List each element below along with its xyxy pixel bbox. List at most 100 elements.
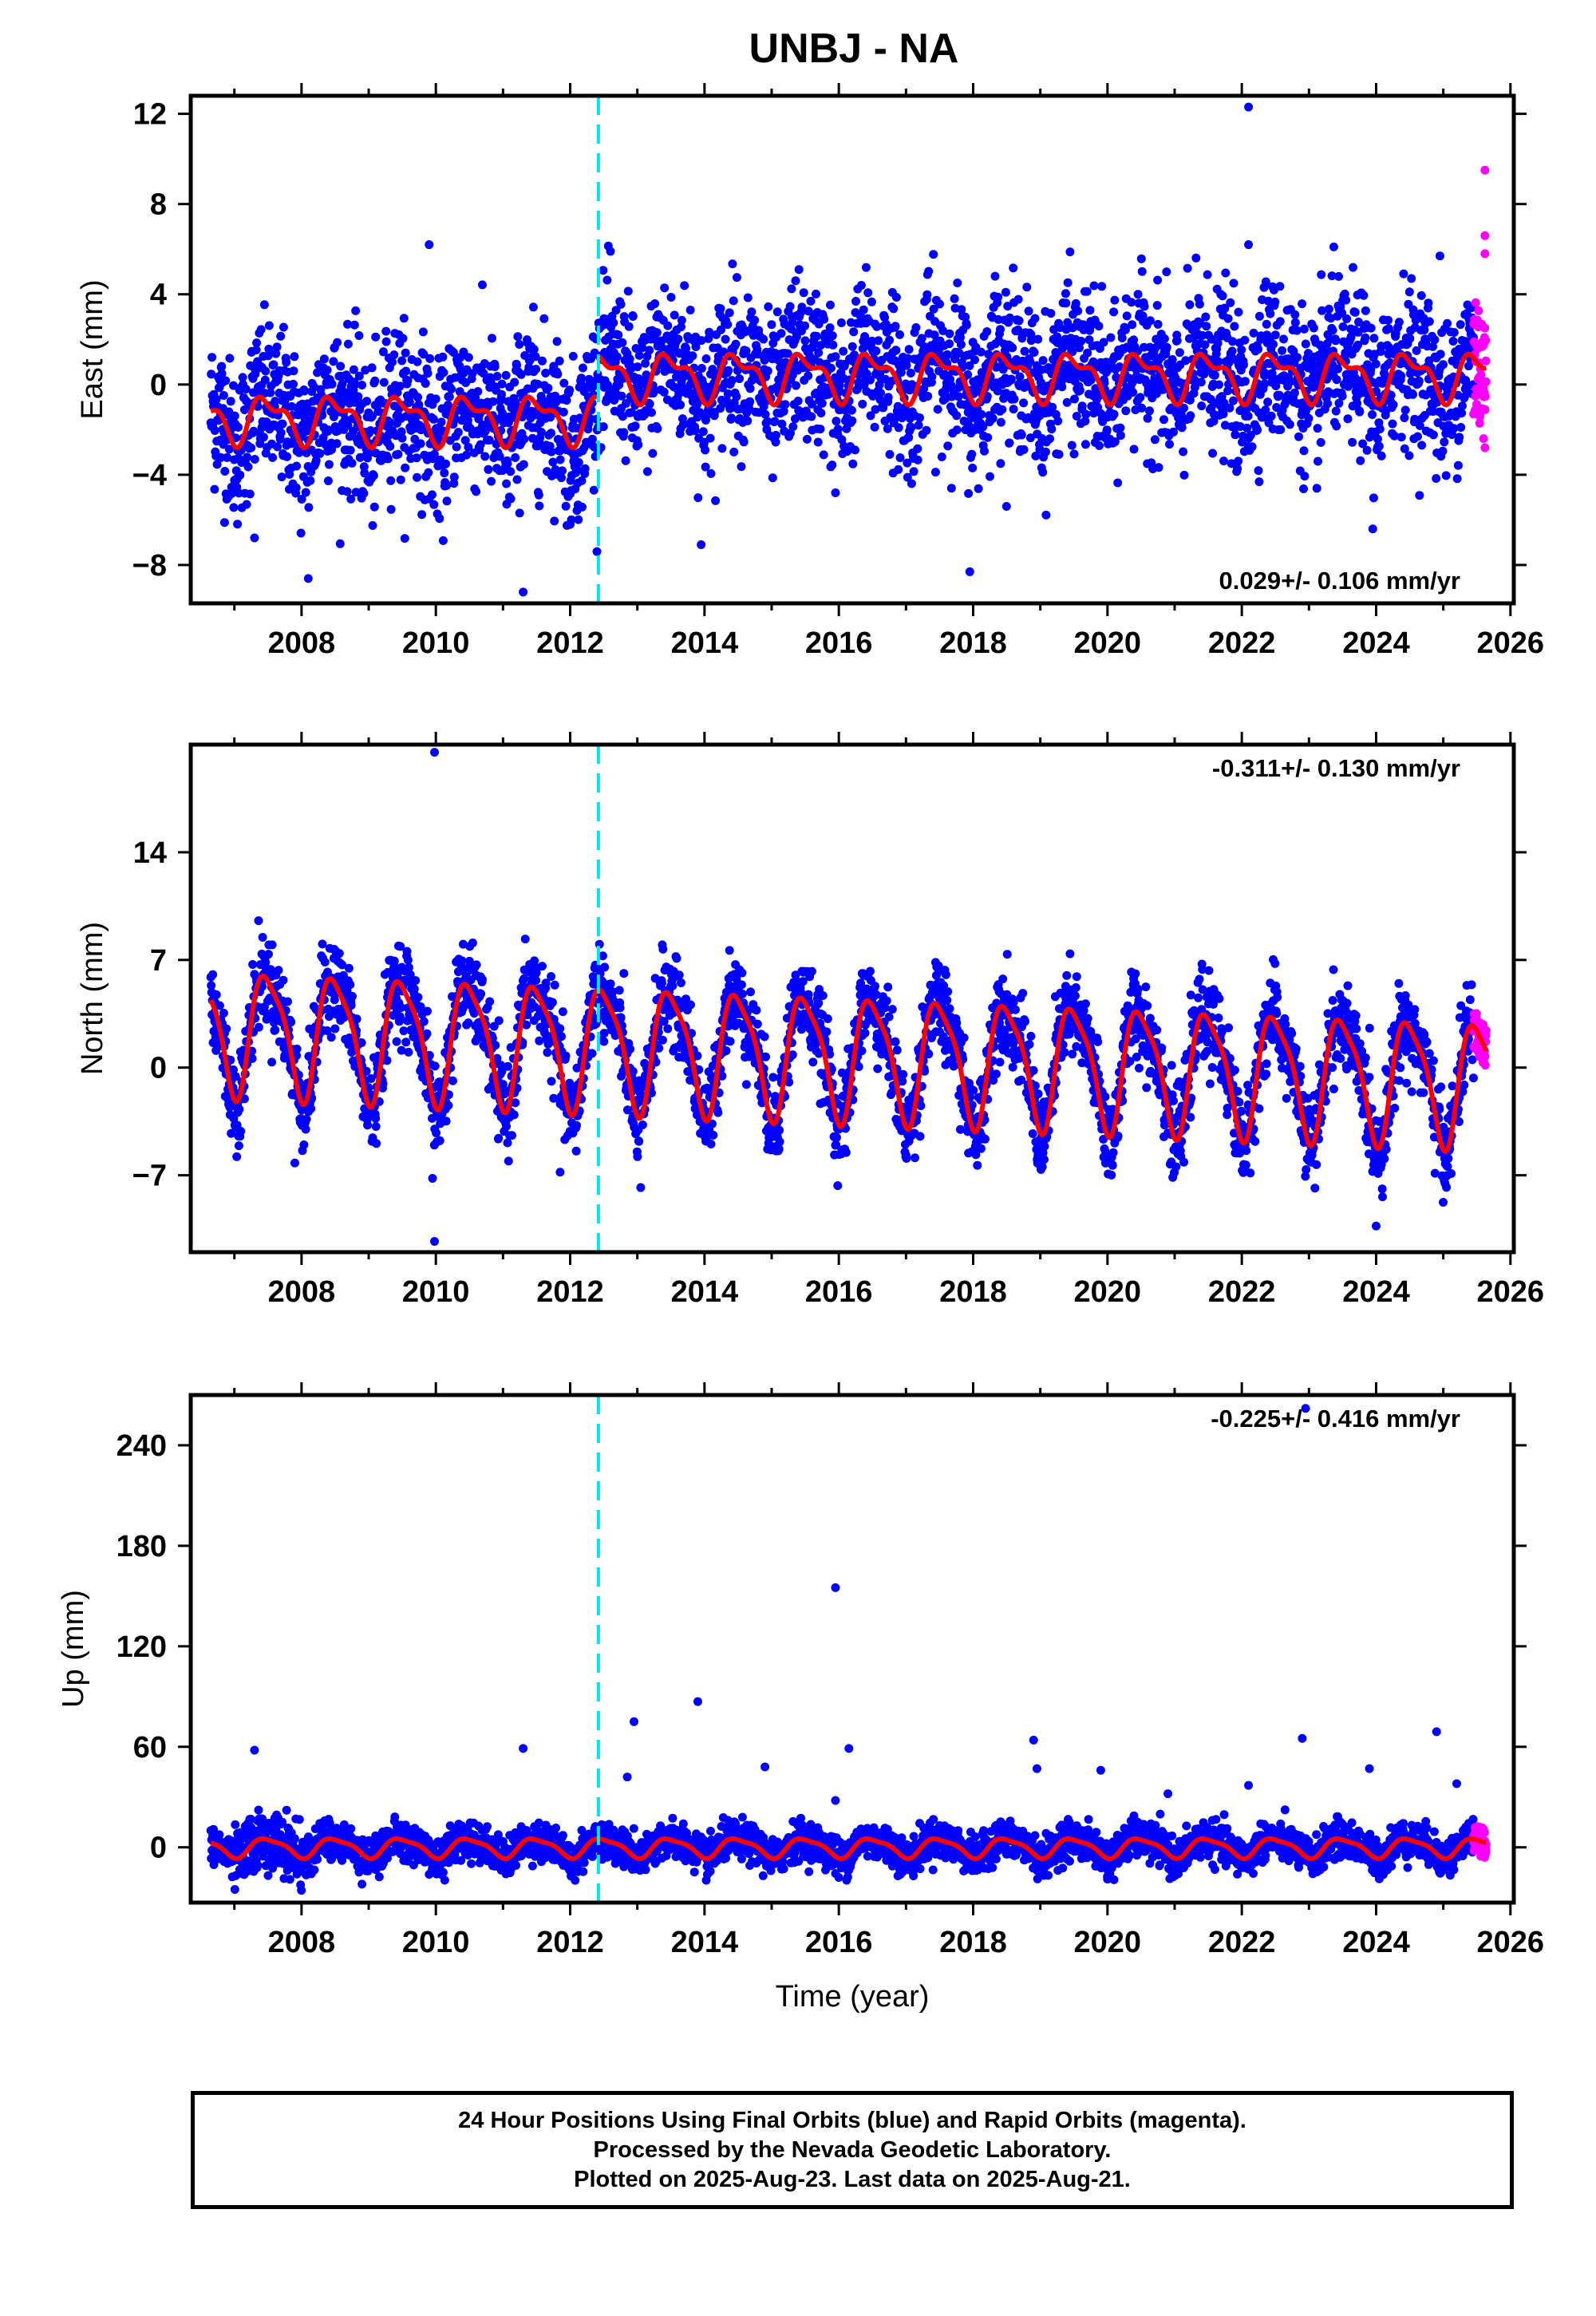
final-orbit-point xyxy=(401,348,410,358)
final-orbit-point xyxy=(330,995,339,1005)
final-orbit-point xyxy=(429,449,439,459)
final-orbit-point xyxy=(327,379,337,389)
final-orbit-point xyxy=(1144,379,1154,389)
final-orbit-point xyxy=(1405,334,1415,343)
rapid-orbit-point xyxy=(1481,356,1491,366)
outlier-point xyxy=(1480,231,1490,240)
final-orbit-point xyxy=(254,916,263,926)
x-tick-label: 2016 xyxy=(805,626,873,660)
final-orbit-point xyxy=(1270,297,1280,306)
final-orbit-point xyxy=(1009,263,1018,273)
final-orbit-point xyxy=(1242,423,1252,433)
final-orbit-point xyxy=(1285,420,1294,429)
final-orbit-point xyxy=(1369,493,1378,503)
final-orbit-point xyxy=(701,462,710,472)
final-orbit-point xyxy=(207,981,216,990)
final-orbit-point xyxy=(212,460,222,469)
final-orbit-point xyxy=(767,320,776,330)
final-orbit-point xyxy=(863,288,873,298)
final-orbit-point xyxy=(739,437,749,447)
final-orbit-point xyxy=(1179,447,1188,456)
final-orbit-point xyxy=(828,331,837,341)
final-orbit-point xyxy=(1136,254,1146,263)
final-orbit-point xyxy=(851,297,860,306)
final-orbit-point xyxy=(272,342,282,352)
final-orbit-point xyxy=(520,935,530,944)
final-orbit-point xyxy=(717,444,727,453)
final-orbit-point xyxy=(488,397,498,406)
final-orbit-point xyxy=(473,387,483,396)
final-orbit-point xyxy=(1214,357,1223,366)
final-orbit-point xyxy=(832,417,841,426)
final-orbit-point xyxy=(302,1114,311,1124)
final-orbit-point xyxy=(1019,398,1029,408)
final-orbit-point xyxy=(322,366,332,375)
final-orbit-point xyxy=(677,315,686,325)
final-orbit-point xyxy=(885,335,895,345)
final-orbit-point xyxy=(221,376,231,385)
final-orbit-point xyxy=(680,281,689,290)
final-orbit-point xyxy=(917,334,926,343)
final-orbit-point xyxy=(792,381,800,390)
final-orbit-point xyxy=(299,1140,309,1149)
final-orbit-point xyxy=(428,490,437,500)
final-orbit-point xyxy=(797,302,807,312)
final-orbit-point xyxy=(723,320,733,330)
final-orbit-point xyxy=(634,1136,644,1146)
final-orbit-point xyxy=(359,488,369,498)
final-orbit-point xyxy=(1309,323,1318,333)
final-orbit-point xyxy=(706,1140,716,1148)
final-orbit-point xyxy=(1137,267,1147,276)
y-axis-label: East (mm) xyxy=(76,279,109,419)
final-orbit-point xyxy=(1162,267,1171,277)
final-orbit-point xyxy=(650,386,659,396)
final-orbit-point xyxy=(1243,411,1253,421)
final-orbit-point xyxy=(1369,334,1379,343)
final-orbit-point xyxy=(572,1120,581,1130)
final-orbit-point xyxy=(1292,326,1302,335)
final-orbit-point xyxy=(519,434,529,444)
final-orbit-point xyxy=(497,389,506,399)
outlier-point xyxy=(965,567,974,576)
final-orbit-point xyxy=(587,434,597,444)
outlier-point xyxy=(1479,434,1488,444)
final-orbit-point xyxy=(1314,456,1322,466)
final-orbit-point xyxy=(1328,326,1337,335)
final-orbit-point xyxy=(297,495,306,504)
final-orbit-point xyxy=(764,302,773,311)
final-orbit-point xyxy=(471,393,480,403)
final-orbit-point xyxy=(1120,325,1130,334)
final-orbit-point xyxy=(1183,263,1192,273)
final-orbit-point xyxy=(980,446,989,456)
final-orbit-point xyxy=(397,433,407,443)
final-orbit-point xyxy=(382,1056,392,1065)
final-orbit-point xyxy=(676,400,685,409)
final-orbit-point xyxy=(1001,287,1010,297)
final-orbit-point xyxy=(950,294,959,303)
final-orbit-point xyxy=(1024,306,1033,316)
final-orbit-point xyxy=(224,445,234,454)
final-orbit-point xyxy=(707,1119,717,1128)
final-orbit-point xyxy=(1448,337,1458,346)
final-orbit-point xyxy=(332,439,342,449)
final-orbit-point xyxy=(1121,406,1131,416)
final-orbit-point xyxy=(807,399,816,409)
final-orbit-point xyxy=(1227,459,1236,468)
final-orbit-point xyxy=(659,1017,669,1026)
final-orbit-point xyxy=(894,423,903,433)
final-orbit-point xyxy=(479,369,488,378)
final-orbit-point xyxy=(1181,356,1191,366)
final-orbit-point xyxy=(788,422,798,432)
final-orbit-point xyxy=(278,419,287,429)
final-orbit-point xyxy=(963,370,973,379)
final-orbit-point xyxy=(1412,346,1421,355)
final-orbit-point xyxy=(1186,411,1195,421)
final-orbit-point xyxy=(365,426,375,435)
final-orbit-point xyxy=(725,308,734,318)
final-orbit-point xyxy=(1097,282,1107,291)
final-orbit-point xyxy=(614,380,624,389)
final-orbit-point xyxy=(488,334,496,343)
final-orbit-point xyxy=(343,319,352,329)
final-orbit-point xyxy=(367,363,377,373)
final-orbit-point xyxy=(867,297,876,306)
